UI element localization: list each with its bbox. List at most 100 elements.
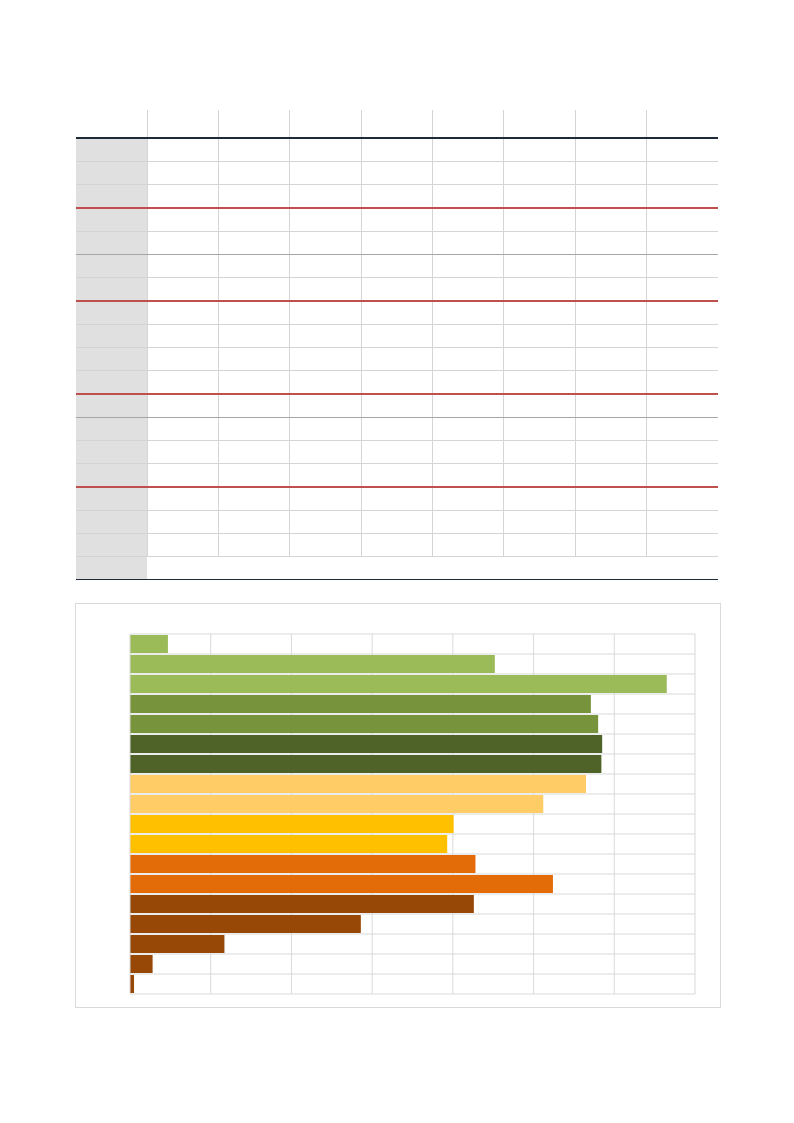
table-cell bbox=[432, 533, 504, 557]
table-row bbox=[76, 301, 718, 325]
table-cell bbox=[360, 301, 433, 325]
table-cell bbox=[503, 394, 576, 418]
table-row bbox=[76, 161, 718, 185]
row-header-cell bbox=[76, 463, 148, 488]
table-cell bbox=[218, 208, 290, 232]
table-cell bbox=[646, 254, 718, 278]
table-cell bbox=[289, 347, 362, 371]
table-cell bbox=[146, 231, 219, 255]
table-cell bbox=[432, 440, 504, 464]
row-header-cell bbox=[76, 370, 148, 395]
table-cell bbox=[146, 324, 219, 348]
row-header-cell bbox=[76, 347, 148, 371]
table-cell bbox=[432, 324, 504, 348]
table-cell bbox=[432, 487, 504, 511]
table-cell bbox=[360, 510, 433, 534]
table-cell bbox=[289, 301, 362, 325]
table-cell bbox=[432, 463, 504, 488]
table-cell bbox=[360, 394, 433, 418]
table-cell bbox=[218, 370, 290, 395]
column-header bbox=[432, 110, 504, 139]
table-cell bbox=[146, 161, 219, 185]
bar bbox=[130, 975, 135, 993]
table-row bbox=[76, 394, 718, 418]
table-cell bbox=[289, 370, 362, 395]
table-cell bbox=[360, 324, 433, 348]
table-cell bbox=[574, 417, 647, 441]
table-cell bbox=[503, 254, 576, 278]
column-header bbox=[574, 110, 647, 139]
table-cell bbox=[574, 254, 647, 278]
table-cell bbox=[574, 510, 647, 534]
table-cell bbox=[218, 417, 290, 441]
table-cell bbox=[218, 184, 290, 209]
table-cell bbox=[574, 277, 647, 302]
table-cell bbox=[574, 370, 647, 395]
table-cell bbox=[289, 394, 362, 418]
bar bbox=[130, 775, 587, 793]
table-cell bbox=[432, 254, 504, 278]
bar bbox=[130, 715, 599, 733]
table-cell bbox=[574, 138, 647, 162]
table-cell bbox=[218, 394, 290, 418]
table-cell bbox=[218, 440, 290, 464]
bar bbox=[130, 855, 476, 873]
column-header bbox=[360, 110, 433, 139]
table-cell bbox=[146, 208, 219, 232]
table-cell bbox=[646, 533, 718, 557]
table-cell bbox=[218, 301, 290, 325]
table-row bbox=[76, 138, 718, 162]
bar bbox=[130, 795, 544, 813]
table-cell bbox=[289, 324, 362, 348]
table-cell bbox=[218, 556, 290, 580]
row-header-cell bbox=[76, 208, 148, 232]
bar bbox=[130, 895, 474, 913]
table-cell bbox=[289, 231, 362, 255]
table-cell bbox=[646, 463, 718, 488]
table-cell bbox=[289, 208, 362, 232]
table-cell bbox=[146, 417, 219, 441]
table-cell bbox=[289, 556, 362, 580]
table-cell bbox=[503, 463, 576, 488]
table-cell bbox=[360, 533, 433, 557]
table-row bbox=[76, 277, 718, 302]
row-header-cell bbox=[76, 394, 148, 418]
table-cell bbox=[503, 417, 576, 441]
row-header-cell bbox=[76, 487, 148, 511]
table-cell bbox=[574, 347, 647, 371]
table-cell bbox=[432, 370, 504, 395]
table-cell bbox=[432, 417, 504, 441]
row-header-cell bbox=[76, 184, 148, 209]
table-cell bbox=[360, 184, 433, 209]
data-table bbox=[76, 110, 718, 580]
table-cell bbox=[646, 487, 718, 511]
column-header bbox=[503, 110, 576, 139]
table-row bbox=[76, 254, 718, 278]
table-cell bbox=[646, 208, 718, 232]
table-cell bbox=[146, 533, 219, 557]
table-cell bbox=[218, 324, 290, 348]
table-cell bbox=[218, 277, 290, 302]
table-cell bbox=[503, 208, 576, 232]
bar bbox=[130, 915, 361, 933]
row-header-cell bbox=[76, 277, 148, 302]
table-row bbox=[76, 370, 718, 395]
table-cell bbox=[646, 440, 718, 464]
table-cell bbox=[574, 231, 647, 255]
table-cell bbox=[646, 301, 718, 325]
row-header-cell bbox=[76, 417, 148, 441]
table-cell bbox=[575, 556, 647, 580]
table-row bbox=[76, 208, 718, 232]
table-row bbox=[76, 533, 718, 557]
table-cell bbox=[503, 533, 576, 557]
table-cell bbox=[503, 184, 576, 209]
table-cell bbox=[146, 394, 219, 418]
table-cell bbox=[146, 440, 219, 464]
table-cell bbox=[503, 487, 576, 511]
table-cell bbox=[432, 277, 504, 302]
table-cell bbox=[432, 556, 504, 580]
table-cell bbox=[146, 254, 219, 278]
table-cell bbox=[146, 347, 219, 371]
table-cell bbox=[360, 161, 433, 185]
table-cell bbox=[361, 556, 433, 580]
